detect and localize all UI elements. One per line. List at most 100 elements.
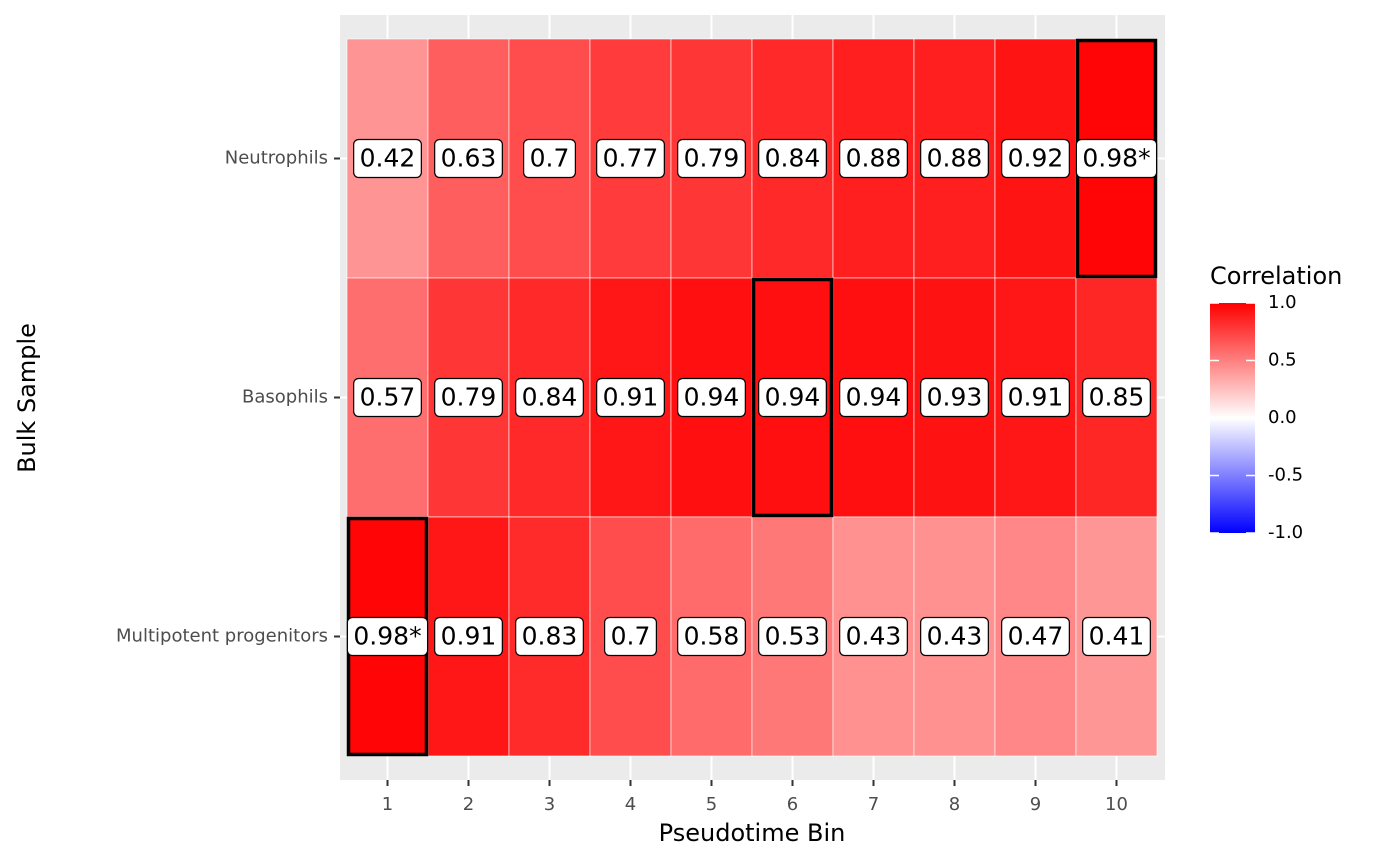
value-label-box: 0.94 [677,377,746,418]
y-tick-label: Neutrophils [225,148,328,169]
value-label: 0.91 [603,383,659,412]
value-label-box: 0.77 [596,138,665,179]
colorbar-tick-label: -0.5 [1268,465,1303,486]
x-tick-label: 9 [1030,794,1041,815]
label-background [596,138,665,179]
label-background [523,138,576,179]
value-label-box: 0.98* [346,616,429,657]
value-label: 0.47 [1008,622,1064,651]
label-background [434,377,503,418]
value-label-box: 0.94 [758,377,827,418]
value-label: 0.94 [765,383,821,412]
label-background [839,377,908,418]
value-label-box: 0.83 [515,616,584,657]
label-background [677,616,746,657]
value-label-box: 0.91 [434,616,503,657]
value-label-box: 0.98* [1075,138,1158,179]
colorbar-tick-label: 1.0 [1268,292,1297,313]
label-background [1075,138,1158,179]
value-label-box: 0.84 [758,138,827,179]
value-label-box: 0.57 [353,377,422,418]
highlight-border [751,277,834,518]
label-background [1001,616,1070,657]
value-label: 0.91 [441,622,497,651]
value-label: 0.43 [927,622,983,651]
value-label-box: 0.92 [1001,138,1070,179]
value-label: 0.98* [1082,144,1150,173]
x-axis-title: Pseudotime Bin [659,819,846,847]
value-label-box: 0.63 [434,138,503,179]
label-background [353,377,422,418]
value-label: 0.42 [360,144,416,173]
value-label: 0.92 [1008,144,1064,173]
legend-title: Correlation [1210,262,1342,290]
value-label: 0.93 [927,383,983,412]
value-label: 0.79 [441,383,497,412]
value-label: 0.94 [846,383,902,412]
label-background [920,616,989,657]
colorbar-tick-label: -1.0 [1268,522,1303,543]
value-label-box: 0.79 [677,138,746,179]
value-label: 0.85 [1089,383,1145,412]
x-tick-label: 7 [868,794,879,815]
x-tick-label: 1 [382,794,393,815]
label-background [1082,616,1151,657]
label-background [604,616,657,657]
x-tick-label: 2 [463,794,474,815]
x-tick-label: 5 [706,794,717,815]
y-axis-title: Bulk Sample [13,323,41,473]
x-tick-label: 6 [787,794,798,815]
value-label: 0.58 [684,622,740,651]
label-background [1001,377,1070,418]
value-label-box: 0.88 [920,138,989,179]
value-label: 0.84 [765,144,821,173]
y-tick-label: Multipotent progenitors [116,626,328,647]
value-label-box: 0.42 [353,138,422,179]
label-background [346,616,429,657]
value-label-box: 0.43 [920,616,989,657]
value-label-box: 0.85 [1082,377,1151,418]
label-background [353,138,422,179]
colorbar-tick-label: 0.0 [1268,407,1297,428]
value-label: 0.7 [611,622,651,651]
value-label-box: 0.93 [920,377,989,418]
label-background [677,138,746,179]
value-label: 0.91 [1008,383,1064,412]
value-label: 0.83 [522,622,578,651]
label-background [839,138,908,179]
y-tick-label: Basophils [242,387,328,408]
value-label: 0.84 [522,383,578,412]
label-background [758,616,827,657]
colorbar-tick-label: 0.5 [1268,350,1297,371]
value-label: 0.88 [846,144,902,173]
value-label-box: 0.7 [523,138,576,179]
x-tick-label: 3 [544,794,555,815]
value-label-box: 0.94 [839,377,908,418]
value-label-box: 0.7 [604,616,657,657]
value-label: 0.53 [765,622,821,651]
value-label-box: 0.84 [515,377,584,418]
label-background [920,138,989,179]
value-label: 0.63 [441,144,497,173]
value-label-box: 0.79 [434,377,503,418]
x-tick-label: 10 [1105,794,1128,815]
label-background [920,377,989,418]
value-label-box: 0.91 [1001,377,1070,418]
label-background [758,138,827,179]
value-label-box: 0.43 [839,616,908,657]
value-label-box: 0.53 [758,616,827,657]
label-background [1082,377,1151,418]
value-label: 0.57 [360,383,416,412]
label-background [839,616,908,657]
value-label: 0.79 [684,144,740,173]
label-background [758,377,827,418]
value-label: 0.41 [1089,622,1145,651]
value-label-box: 0.47 [1001,616,1070,657]
value-label-box: 0.91 [596,377,665,418]
x-tick-label: 8 [949,794,960,815]
x-tick-label: 4 [625,794,636,815]
label-background [434,616,503,657]
value-label-box: 0.41 [1082,616,1151,657]
value-label: 0.77 [603,144,659,173]
